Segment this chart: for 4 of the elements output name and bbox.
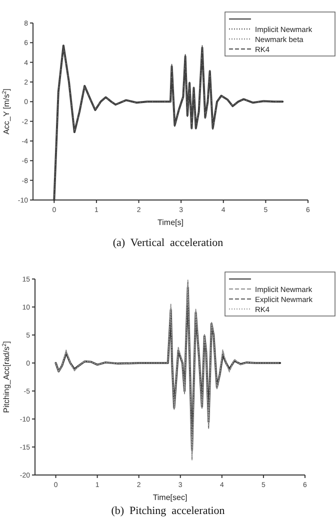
text: (b) Pitching acceleration: [111, 505, 226, 517]
x-axis-title: Time[s]: [158, 218, 184, 227]
text: (a) Vertical acceleration: [112, 237, 224, 249]
x-axis-title: Time[sec]: [152, 493, 188, 502]
